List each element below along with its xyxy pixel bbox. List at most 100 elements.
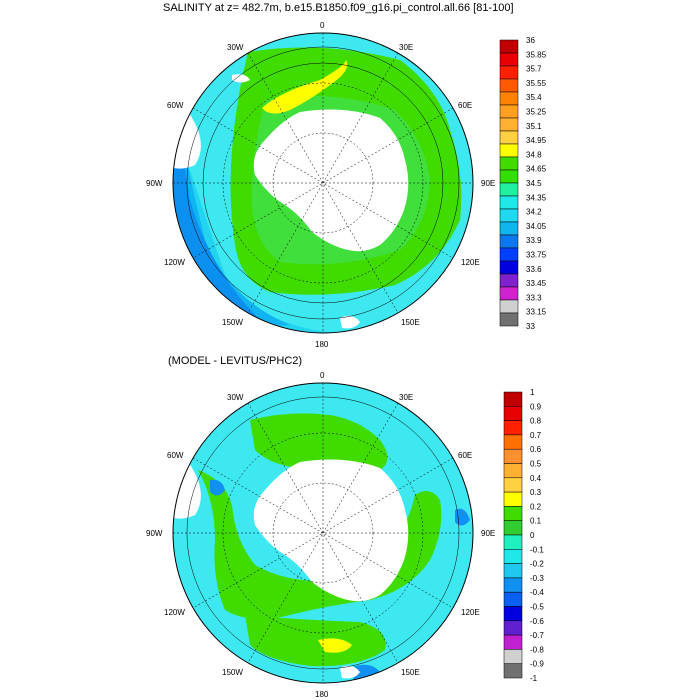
main-title: SALINITY at z= 482.7m, b.e15.B1850.f09_g… [163,2,514,14]
difference-title: (MODEL - LEVITUS/PHC2) [168,355,303,367]
lon-label: 60W [167,101,184,110]
colorbar-swatch [499,273,519,288]
colorbar-swatch [499,39,519,54]
colorbar-swatch [499,78,519,93]
colorbar-label: 0.1 [530,517,542,526]
colorbar-swatch [503,577,523,593]
colorbar-label: 0.8 [530,417,542,426]
colorbar-label: -0.2 [530,560,544,569]
colorbar-swatch [499,156,519,171]
lon-label: 0 [320,21,325,30]
colorbar-label: 1 [530,388,535,397]
colorbar-label: 35.85 [526,50,547,59]
colorbar-label: -0.9 [530,660,544,669]
lon-label: 60E [458,451,472,460]
salinity-colorbar: 36 35.85 35.7 35.55 35.4 35.25 35.1 34.95 34.8 34… [499,36,547,331]
lon-label: 90W [146,529,163,538]
lon-label: 60E [458,101,472,110]
negative-bias-patch [210,479,225,496]
map-border [172,32,474,334]
colorbar-swatch [503,534,523,550]
colorbar-swatch [499,312,519,327]
lon-label: 90E [481,529,495,538]
colorbar-swatch [503,520,523,536]
lon-label: 30W [227,43,244,52]
lon-label: 90E [481,179,495,188]
island [340,315,360,329]
positive-bias-zone [250,413,388,470]
colorbar-swatch [503,591,523,607]
colorbar-label: 33.9 [526,236,542,245]
lon-label: 150E [401,668,420,677]
colorbar-swatch [499,143,519,158]
difference-map: 0 30E 60E 90E 120E 150E 180 150W 120W 90… [146,371,495,699]
colorbar-label: 0.2 [530,502,542,511]
colorbar-label: 33.75 [526,251,547,260]
lon-label: 60W [167,451,184,460]
colorbar-swatch [503,463,523,479]
map-border [172,382,474,684]
graticule [173,33,473,333]
lon-label: 30W [227,393,244,402]
colorbar-swatch [503,391,523,407]
colorbar-label: -0.5 [530,603,544,612]
colorbar-swatch [503,434,523,450]
colorbar-label: 0 [530,531,535,540]
colorbar-label: 33.45 [526,279,547,288]
colorbar-label: 33.3 [526,293,542,302]
colorbar-label: 34.8 [526,150,542,159]
colorbar-swatch [503,506,523,521]
lon-label: 0 [320,371,325,380]
colorbar-swatch [499,169,519,184]
colorbar-swatch [503,491,523,507]
colorbar-swatch [503,606,523,622]
colorbar-label: 0.3 [530,488,542,497]
colorbar-swatch [503,477,523,493]
lon-label: 120E [461,258,480,267]
lon-label: 30E [399,393,413,402]
lon-label: 150W [222,668,243,677]
colorbar-label: 34.35 [526,193,547,202]
colorbar-label: 0.4 [530,474,542,483]
colorbar-swatch [499,234,519,249]
colorbar-label: 35.1 [526,122,542,131]
difference-colorbar: 1 0.9 0.8 0.7 0.6 0.5 0.4 0.3 0.2 0.1 0 -0.1 -0.2 -0.… [503,388,544,683]
colorbar-label: 0.6 [530,445,542,454]
colorbar-swatch [499,195,519,210]
salinity-map: 0 30E 60E 90E 120E 150E 180 150W 120W 90… [146,21,495,349]
colorbar-label: 34.05 [526,222,547,231]
lon-label: 30E [399,43,413,52]
lon-label: 150W [222,318,243,327]
colorbar-label: 35.7 [526,65,542,74]
colorbar-label: -0.6 [530,617,544,626]
colorbar-label: 33.15 [526,308,547,317]
colorbar-swatch [499,117,519,132]
graticule [173,383,473,683]
antarctica-landmass [253,459,409,602]
colorbar-swatch [503,448,523,464]
colorbar-swatch [499,91,519,106]
colorbar-label: 34.65 [526,165,547,174]
colorbar-swatch [499,221,519,236]
colorbar-label: 34.95 [526,136,547,145]
high-bias-patch [318,638,352,653]
colorbar-swatch [499,104,519,119]
colorbar-swatch [499,260,519,275]
lon-label: 180 [315,690,329,699]
colorbar-label: 35.4 [526,93,542,102]
antarctica-landmass [253,109,409,252]
lon-label: 120W [164,608,185,617]
colorbar-label: 34.5 [526,179,542,188]
colorbar-label: 0.5 [530,460,542,469]
lon-label: 180 [315,340,329,349]
colorbar-swatch [503,649,523,664]
colorbar-swatch [499,182,519,197]
island [340,665,360,679]
colorbar-swatch [503,620,523,636]
colorbar-label: -0.3 [530,574,544,583]
colorbar-swatch [503,549,523,564]
lon-label: 120E [461,608,480,617]
colorbar-swatch [499,65,519,80]
colorbar-swatch [503,406,523,421]
colorbar-swatch [503,634,523,650]
